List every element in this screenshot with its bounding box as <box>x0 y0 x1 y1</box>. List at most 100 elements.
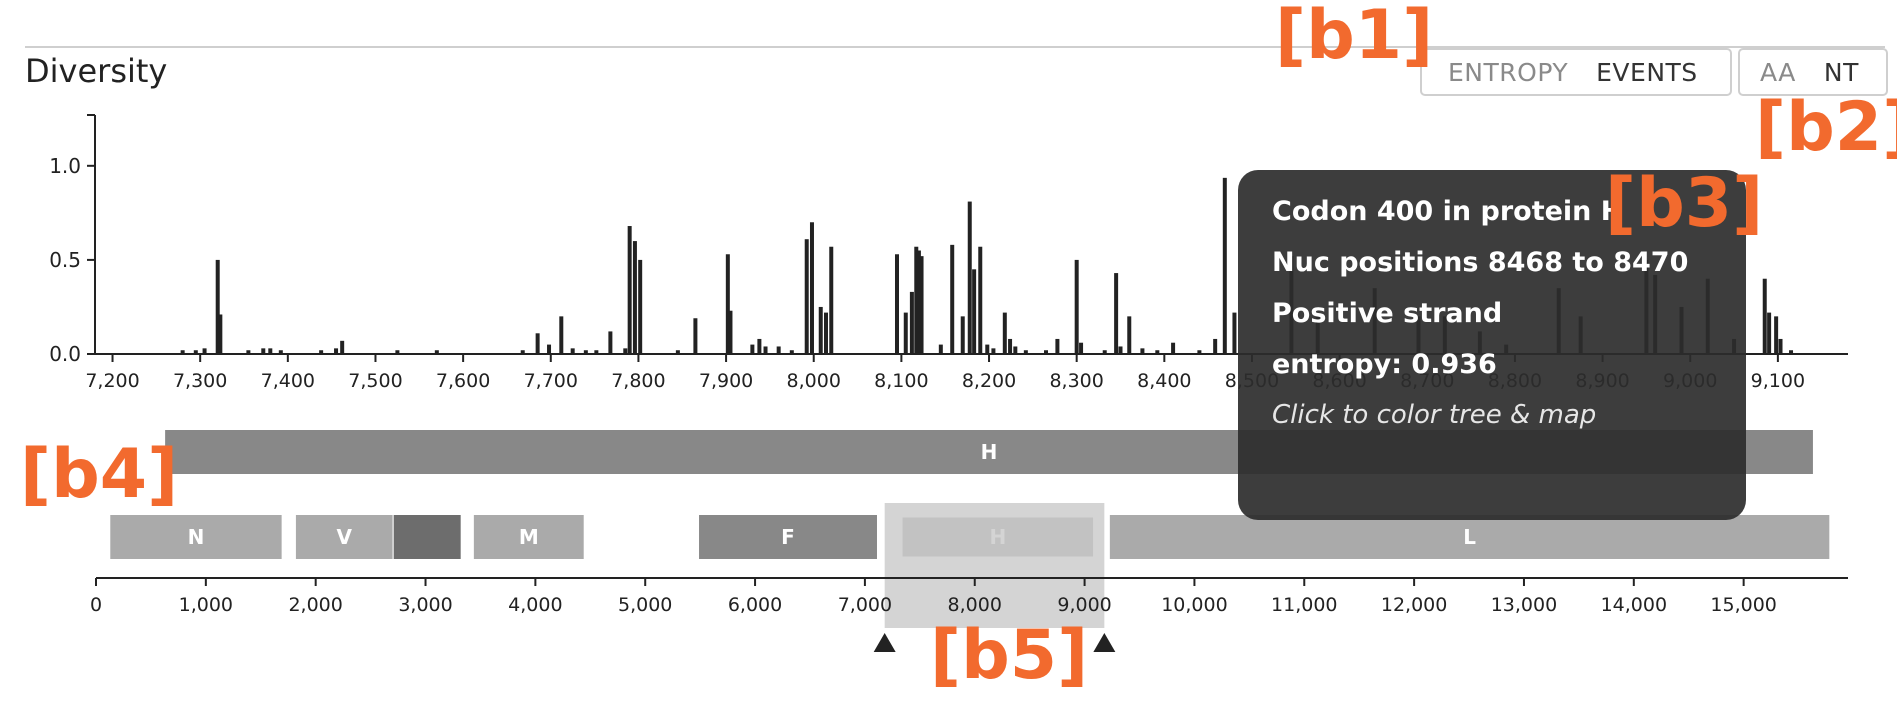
tooltip-entropy: entropy: 0.936 <box>1272 349 1497 380</box>
entropy-bar <box>894 254 899 354</box>
entropy-bar <box>246 350 251 354</box>
entropy-bar <box>1197 350 1202 354</box>
genome-gene-bar[interactable] <box>1109 515 1830 559</box>
entropy-bar <box>991 348 996 354</box>
brush-left-handle[interactable] <box>873 633 896 652</box>
entropy-bar <box>1140 348 1145 354</box>
entropy-bar <box>757 338 762 354</box>
entropy-bar <box>1778 338 1783 354</box>
panel-title: Diversity <box>25 52 168 90</box>
genome-x-tick-label: 12,000 <box>1381 594 1447 616</box>
entropy-y-axis: 0.0 0.5 1.0 <box>49 114 96 366</box>
panel-top-divider <box>25 46 1885 48</box>
entropy-bar <box>215 259 220 354</box>
aa-toggle-button[interactable]: AA <box>1760 57 1796 87</box>
genome-x-tick-label: 10,000 <box>1161 594 1227 616</box>
entropy-bar <box>750 344 755 354</box>
entropy-bar <box>559 316 564 354</box>
x-tick-label: 9,100 <box>1751 370 1805 392</box>
entropy-bar <box>395 350 400 354</box>
entropy-bar <box>1079 342 1084 354</box>
x-tick-label: 8,000 <box>787 370 841 392</box>
entropy-bar <box>1127 316 1132 354</box>
genome-x-tick-label: 1,000 <box>179 594 233 616</box>
entropy-bar <box>978 246 983 354</box>
entropy-bar <box>693 318 698 354</box>
x-tick-label: 8,300 <box>1049 370 1103 392</box>
x-tick-label: 7,700 <box>524 370 578 392</box>
genome-gene-label: V <box>337 525 353 549</box>
entropy-bar <box>1222 177 1227 354</box>
tooltip-strand: Positive strand <box>1272 298 1503 329</box>
entropy-bar <box>818 306 823 354</box>
genome-gene-bar[interactable] <box>473 515 584 559</box>
entropy-bar <box>1055 338 1060 354</box>
entropy-bar <box>583 350 588 354</box>
nt-toggle-button[interactable]: NT <box>1823 57 1859 87</box>
genome-gene-label: L <box>1463 525 1476 549</box>
entropy-bar <box>1023 350 1028 354</box>
entropy-bar <box>675 350 680 354</box>
entropy-bar <box>919 256 924 354</box>
entropy-bar <box>1774 316 1779 354</box>
entropy-bar <box>268 348 273 354</box>
entropy-bar <box>594 350 599 354</box>
entropy-bar <box>967 201 972 354</box>
metric-toggle: ENTROPY EVENTS <box>1420 48 1732 96</box>
x-tick-label: 7,600 <box>436 370 490 392</box>
x-tick-label: 7,800 <box>611 370 665 392</box>
x-tick-label: 7,900 <box>699 370 753 392</box>
genome-x-tick-label: 13,000 <box>1491 594 1557 616</box>
entropy-bar <box>960 316 965 354</box>
entropy-bar <box>763 346 768 354</box>
brush-right-handle[interactable] <box>1093 633 1116 652</box>
entropy-bar <box>809 222 814 354</box>
genome-x-tick-label: 0 <box>90 594 102 616</box>
entropy-bar <box>535 333 540 354</box>
callout-b2: [b2] <box>1755 88 1897 167</box>
entropy-bar <box>434 350 439 354</box>
entropy-bar <box>1118 346 1123 354</box>
entropy-bar <box>1232 312 1237 354</box>
entropy-bar <box>180 350 185 354</box>
zoomed-gene-label: H <box>981 440 998 464</box>
x-tick-label: 7,500 <box>348 370 402 392</box>
entropy-bar <box>903 312 908 354</box>
entropy-bar <box>1762 278 1767 354</box>
genome-x-tick-label: 7,000 <box>838 594 892 616</box>
entropy-bar <box>638 259 643 354</box>
entropy-bar <box>1155 350 1160 354</box>
entropy-bar <box>1044 350 1049 354</box>
entropy-bar <box>950 244 955 354</box>
entropy-bar <box>520 350 525 354</box>
genome-gene-bar[interactable] <box>110 515 282 559</box>
entropy-bar <box>824 312 829 354</box>
genome-x-tick-label: 3,000 <box>398 594 452 616</box>
genome-gene-bar[interactable] <box>295 515 393 559</box>
entropy-bar <box>261 348 266 354</box>
tooltip-positions: Nuc positions 8468 to 8470 <box>1272 247 1689 278</box>
genome-brush[interactable] <box>873 503 1116 652</box>
entropy-toggle-button[interactable]: ENTROPY <box>1448 57 1569 87</box>
entropy-bar <box>1789 350 1794 354</box>
callout-b4: [b4] <box>20 435 179 514</box>
entropy-bar <box>278 350 283 354</box>
genome-x-tick-label: 6,000 <box>728 594 782 616</box>
entropy-bar <box>916 250 921 354</box>
y-tick-label: 0.5 <box>49 248 81 272</box>
brush-selection[interactable] <box>884 503 1105 628</box>
entropy-bar <box>608 331 613 354</box>
entropy-bar <box>804 239 809 354</box>
events-toggle-button[interactable]: EVENTS <box>1596 57 1698 87</box>
x-tick-label: 7,200 <box>85 370 139 392</box>
entropy-bar <box>1074 259 1079 354</box>
genome-gene-bar[interactable] <box>393 515 461 559</box>
genome-x-tick-label: 11,000 <box>1271 594 1337 616</box>
entropy-bar <box>547 344 552 354</box>
y-tick-label: 1.0 <box>49 154 81 178</box>
entropy-bar <box>1002 312 1007 354</box>
entropy-tooltip: Codon 400 in protein H Nuc positions 846… <box>1238 170 1746 520</box>
entropy-bar <box>202 348 207 354</box>
genome-gene-bar[interactable] <box>699 515 877 559</box>
entropy-bar <box>1013 346 1018 354</box>
